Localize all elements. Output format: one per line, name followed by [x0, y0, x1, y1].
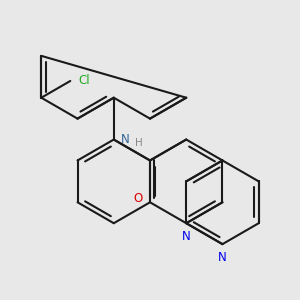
Text: O: O	[133, 192, 142, 205]
Text: Cl: Cl	[78, 74, 90, 88]
Text: N: N	[218, 251, 227, 264]
Text: H: H	[135, 138, 142, 148]
Text: N: N	[182, 230, 190, 243]
Text: N: N	[120, 133, 129, 146]
